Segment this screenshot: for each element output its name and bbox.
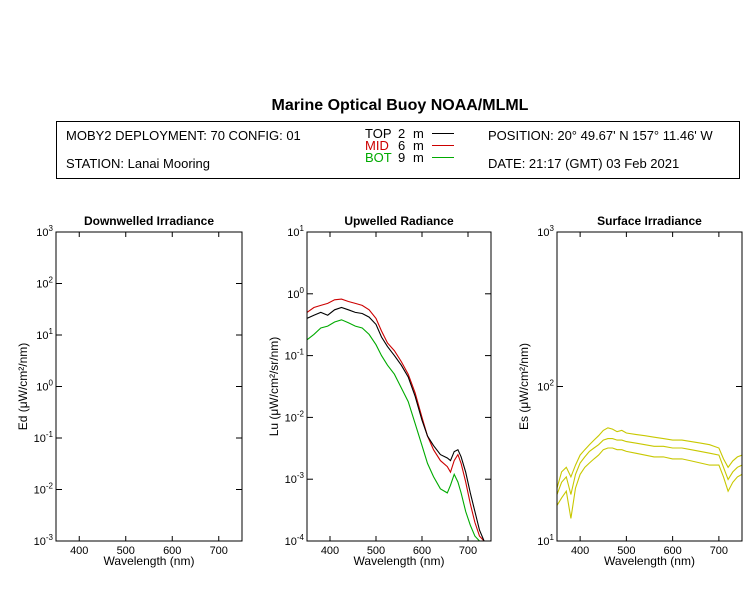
series-line-1 [557, 427, 742, 489]
series-line-2 [557, 438, 742, 495]
series-line-2 [307, 306, 485, 541]
info-box: MOBY2 DEPLOYMENT: 70 CONFIG: 01 STATION:… [56, 121, 740, 179]
y-tick-label: 102 [36, 276, 53, 291]
x-tick-label: 700 [710, 545, 728, 557]
y-tick-label: 10-3 [285, 471, 305, 486]
x-tick-label: 400 [321, 545, 339, 557]
y-tick-label: 10-2 [285, 409, 305, 424]
x-tick-label: 500 [367, 545, 385, 557]
x-tick-label: 700 [210, 545, 228, 557]
series-line-3 [307, 319, 485, 541]
y-tick-label: 10-3 [34, 533, 54, 548]
chart-title: Surface Irradiance [597, 214, 702, 228]
legend-depth: 9 [398, 150, 406, 165]
legend-unit: m [413, 138, 424, 153]
x-tick-label: 500 [617, 545, 635, 557]
y-tick-label: 101 [36, 327, 53, 342]
plot-frame [55, 231, 243, 542]
y-axis-label: Ed (μW/cm²/nm) [16, 343, 30, 431]
chart-panel-3: Surface Irradiance 400 500 600 700 Wavelength… [517, 214, 743, 568]
deployment-text: MOBY2 DEPLOYMENT: 70 CONFIG: 01 [66, 128, 301, 143]
y-tick-label: 102 [537, 379, 554, 394]
series-group [557, 427, 742, 519]
legend-depth: 6 [398, 138, 406, 153]
page-title: Marine Optical Buoy NOAA/MLML [271, 97, 529, 114]
legend-unit: m [413, 126, 424, 141]
plot-frame [556, 231, 743, 542]
station-text: STATION: Lanai Mooring [66, 156, 211, 171]
chart-panel-1: Downwelled Irradiance 400 500 600 700 Wavelen… [16, 214, 243, 568]
x-tick-label: 600 [413, 545, 431, 557]
y-axis-label: Es (μW/cm²/nm) [517, 343, 531, 430]
series-line-1 [307, 298, 485, 541]
position-text: POSITION: 20° 49.67' N 157° 11.46' W [488, 128, 713, 143]
x-tick-label: 400 [70, 545, 88, 557]
y-tick-label: 10-4 [285, 533, 305, 548]
y-tick-label: 101 [537, 533, 554, 548]
legend-name-bot: BOT [365, 150, 392, 165]
x-tick-label: 500 [117, 545, 135, 557]
y-tick-label: 101 [287, 224, 304, 239]
chart-title: Upwelled Radiance [344, 214, 454, 228]
x-axis-label: Wavelength (nm) [354, 554, 445, 568]
legend-unit: m [413, 150, 424, 165]
date-text: DATE: 21:17 (GMT) 03 Feb 2021 [488, 156, 680, 171]
y-tick-label: 103 [36, 224, 53, 239]
series-group [307, 298, 485, 541]
y-tick-label: 10-1 [34, 430, 54, 445]
legend-name-mid: MID [365, 138, 389, 153]
series-line-3 [557, 447, 742, 519]
legend-depth: 2 [398, 126, 406, 141]
chart-panel-2: Upwelled Radiance 400 500 600 700 Wavelength … [267, 214, 492, 568]
x-axis-label: Wavelength (nm) [604, 554, 695, 568]
chart-title: Downwelled Irradiance [84, 214, 214, 228]
y-axis-label: Lu (μW/cm²/sr/nm) [267, 337, 281, 437]
legend-swatch [432, 133, 454, 134]
y-tick-label: 10-2 [34, 482, 54, 497]
x-tick-label: 700 [459, 545, 477, 557]
x-tick-label: 600 [663, 545, 681, 557]
x-axis-label: Wavelength (nm) [104, 554, 195, 568]
y-tick-label: 103 [537, 224, 554, 239]
x-tick-label: 400 [571, 545, 589, 557]
legend-swatch [432, 145, 454, 146]
y-tick-label: 100 [287, 286, 304, 301]
legend-swatch [432, 157, 454, 158]
plot-frame [306, 231, 492, 542]
y-tick-label: 10-1 [285, 348, 305, 363]
y-tick-label: 100 [36, 379, 53, 394]
legend-name-top: TOP [365, 126, 392, 141]
x-tick-label: 600 [163, 545, 181, 557]
